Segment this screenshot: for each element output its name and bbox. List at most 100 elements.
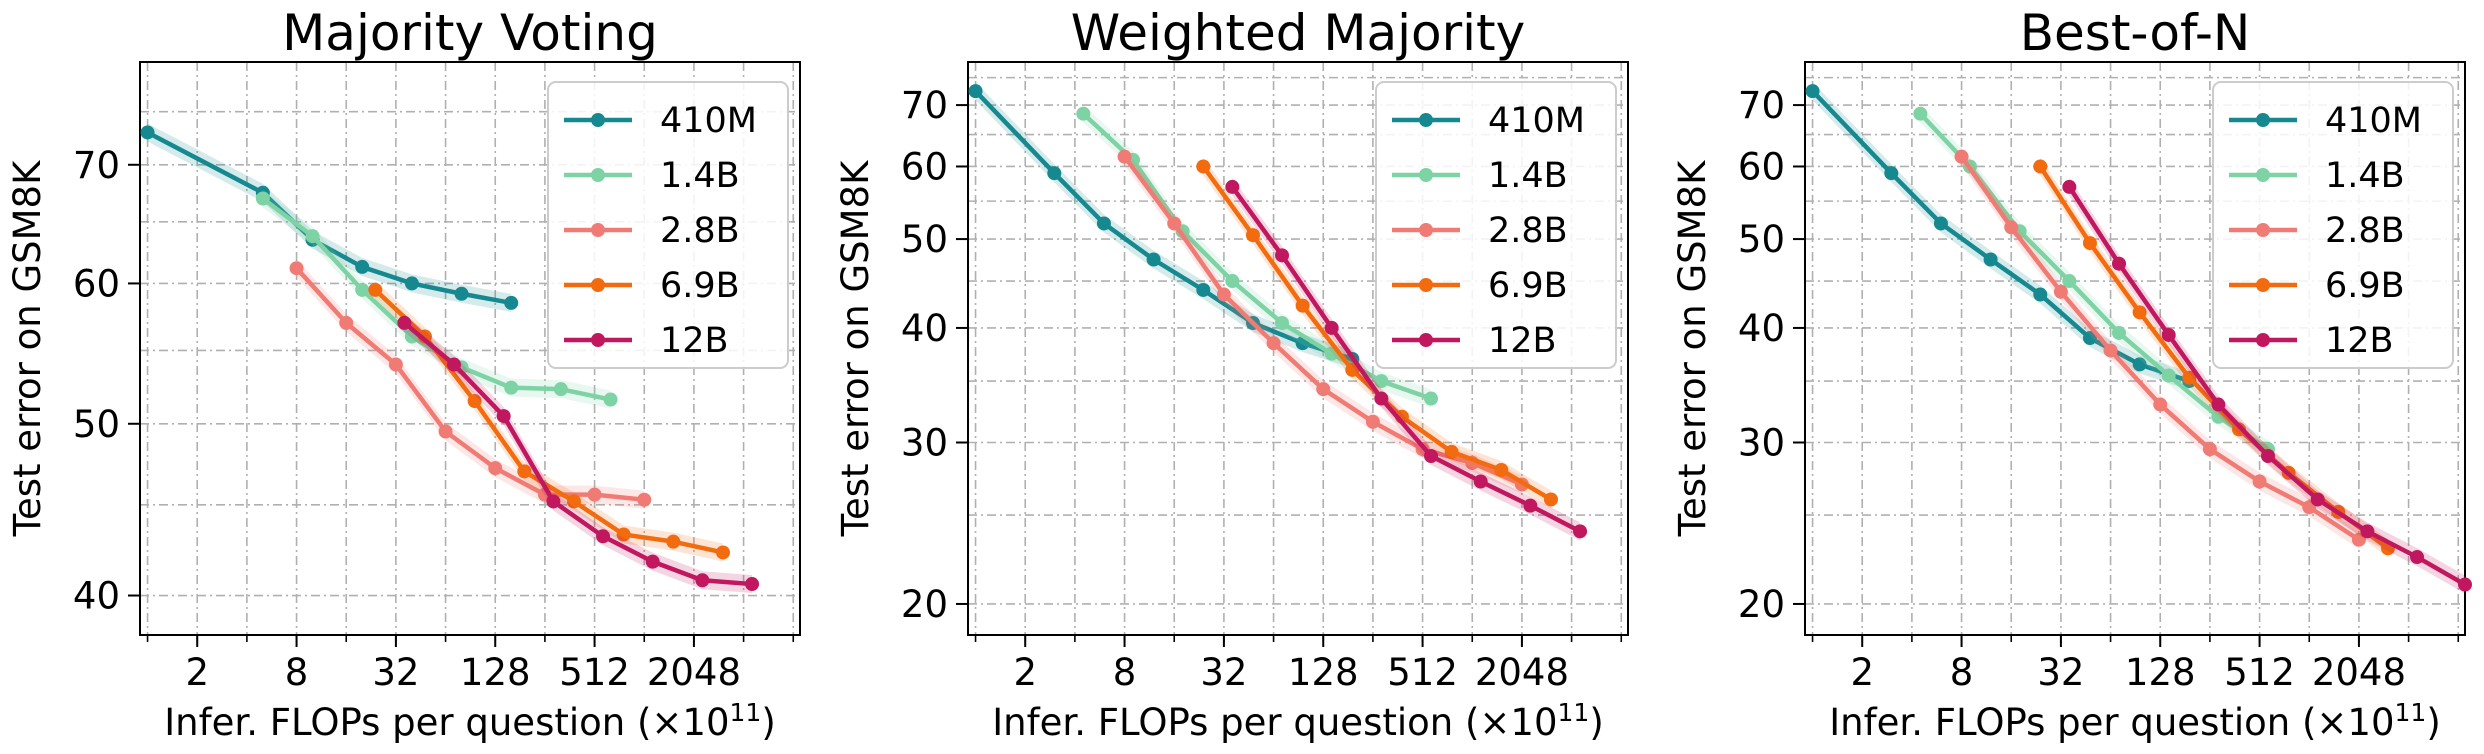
data-point [1805,84,1820,99]
legend-entry: 6.9B [1392,266,1568,306]
legend-swatch-marker [591,113,605,127]
data-point [546,494,561,509]
data-point [2182,370,2197,385]
series-band [147,123,512,312]
data-point [1295,298,1310,313]
y-tick-label: 70 [901,84,948,127]
y-tick-label: 60 [73,262,120,305]
series-line [973,89,1353,362]
legend-label: 2.8B [660,211,740,251]
legend-swatch-marker [1419,278,1433,292]
series-line [1081,112,1432,401]
data-point [2458,577,2472,592]
data-point [2310,492,2325,507]
data-point [2033,287,2048,302]
data-point [1275,315,1290,330]
legend-label: 1.4B [1488,156,1568,196]
data-point [1324,320,1339,335]
data-point [1316,382,1331,397]
data-point [447,357,462,372]
data-point [488,461,503,476]
x-tick-label: 512 [2224,651,2295,694]
legend-swatch-marker [1419,223,1433,237]
legend-label: 2.8B [1488,211,1568,251]
x-tick-label: 2 [185,651,209,694]
chart-panel-3: 2 8 32 128 512 2048 20 30 40 50 60 70 Best-of-N Infer… [1671,4,2472,744]
series-line [294,266,645,502]
data-point [438,424,453,439]
data-point [603,392,618,407]
legend-swatch-marker [591,168,605,182]
y-tick-label: 50 [1738,218,1785,261]
x-axis-label: Infer. FLOPs per question (×1011) [164,698,776,744]
data-point [1225,179,1240,194]
data-point [1365,414,1380,429]
data-point [289,261,304,276]
series-12b [2062,177,2472,594]
legend-entry: 12B [1392,321,1557,361]
data-point [2261,448,2276,463]
legend-entry: 2.8B [1392,211,1568,251]
data-point [2004,220,2019,235]
chart-panel-2: 2 8 32 128 512 2048 20 30 40 50 60 70 Weighted Major… [834,4,1629,744]
chart-title: Weighted Majority [1071,4,1526,62]
legend-swatch-marker [591,333,605,347]
data-point [1345,362,1360,377]
data-point [1913,106,1928,121]
x-tick-label: 32 [372,651,419,694]
legend: 410M 1.4B 2.8B 6.9B 12B [547,81,789,369]
data-point [1225,274,1240,289]
legend-entry: 2.8B [564,211,740,251]
legend-entry: 1.4B [2229,156,2405,196]
y-tick-label: 20 [1738,583,1785,626]
y-tick-label: 40 [901,307,948,350]
y-axis-label: Test error on GSM8K [6,159,49,537]
data-point [553,382,568,397]
legend-entry: 6.9B [564,266,740,306]
x-tick-label: 128 [1288,651,1359,694]
data-point [368,282,383,297]
data-point [1167,216,1182,231]
x-axis-label: Infer. FLOPs per question (×1011) [992,698,1604,744]
legend-swatch-marker [1419,333,1433,347]
x-tick-label: 2048 [1475,651,1569,694]
legend-entry: 1.4B [564,156,740,196]
x-tick-label: 2048 [2312,651,2406,694]
legend-box [2212,81,2454,369]
data-point [1444,444,1459,459]
legend-swatch-marker [1419,168,1433,182]
plot-frame [139,61,801,636]
data-point [2053,284,2068,299]
data-point [2062,179,2077,194]
legend-label: 1.4B [2325,156,2405,196]
data-point [616,527,631,542]
data-point [968,84,983,99]
chart-title: Majority Voting [282,4,658,62]
legend: 410M 1.4B 2.8B 6.9B 12B [1375,81,1617,369]
data-point [2153,397,2168,412]
x-tick-label: 2 [1850,651,1874,694]
data-point [1076,106,1091,121]
legend-entry: 410M [1392,101,1585,141]
legend-entry: 1.4B [1392,156,1568,196]
x-tick-label: 128 [2125,651,2196,694]
data-point [2132,305,2147,320]
data-point [1523,498,1538,513]
data-point [454,286,469,301]
y-tick-label: 50 [901,218,948,261]
legend-swatch-marker [1419,113,1433,127]
y-tick-label: 60 [901,145,948,188]
legend-label: 2.8B [2325,211,2405,251]
legend-swatch-marker [2256,223,2270,237]
series-12b [1225,177,1588,541]
data-point [745,577,760,592]
data-point [2161,327,2176,342]
series-2.8b [1117,147,1529,494]
series-410m [1805,82,2197,391]
legend-label: 6.9B [2325,266,2405,306]
data-point [1374,374,1389,389]
legend-label: 410M [1488,101,1585,141]
data-point [2082,331,2097,346]
data-point [2231,422,2246,437]
data-point [1096,216,1111,231]
